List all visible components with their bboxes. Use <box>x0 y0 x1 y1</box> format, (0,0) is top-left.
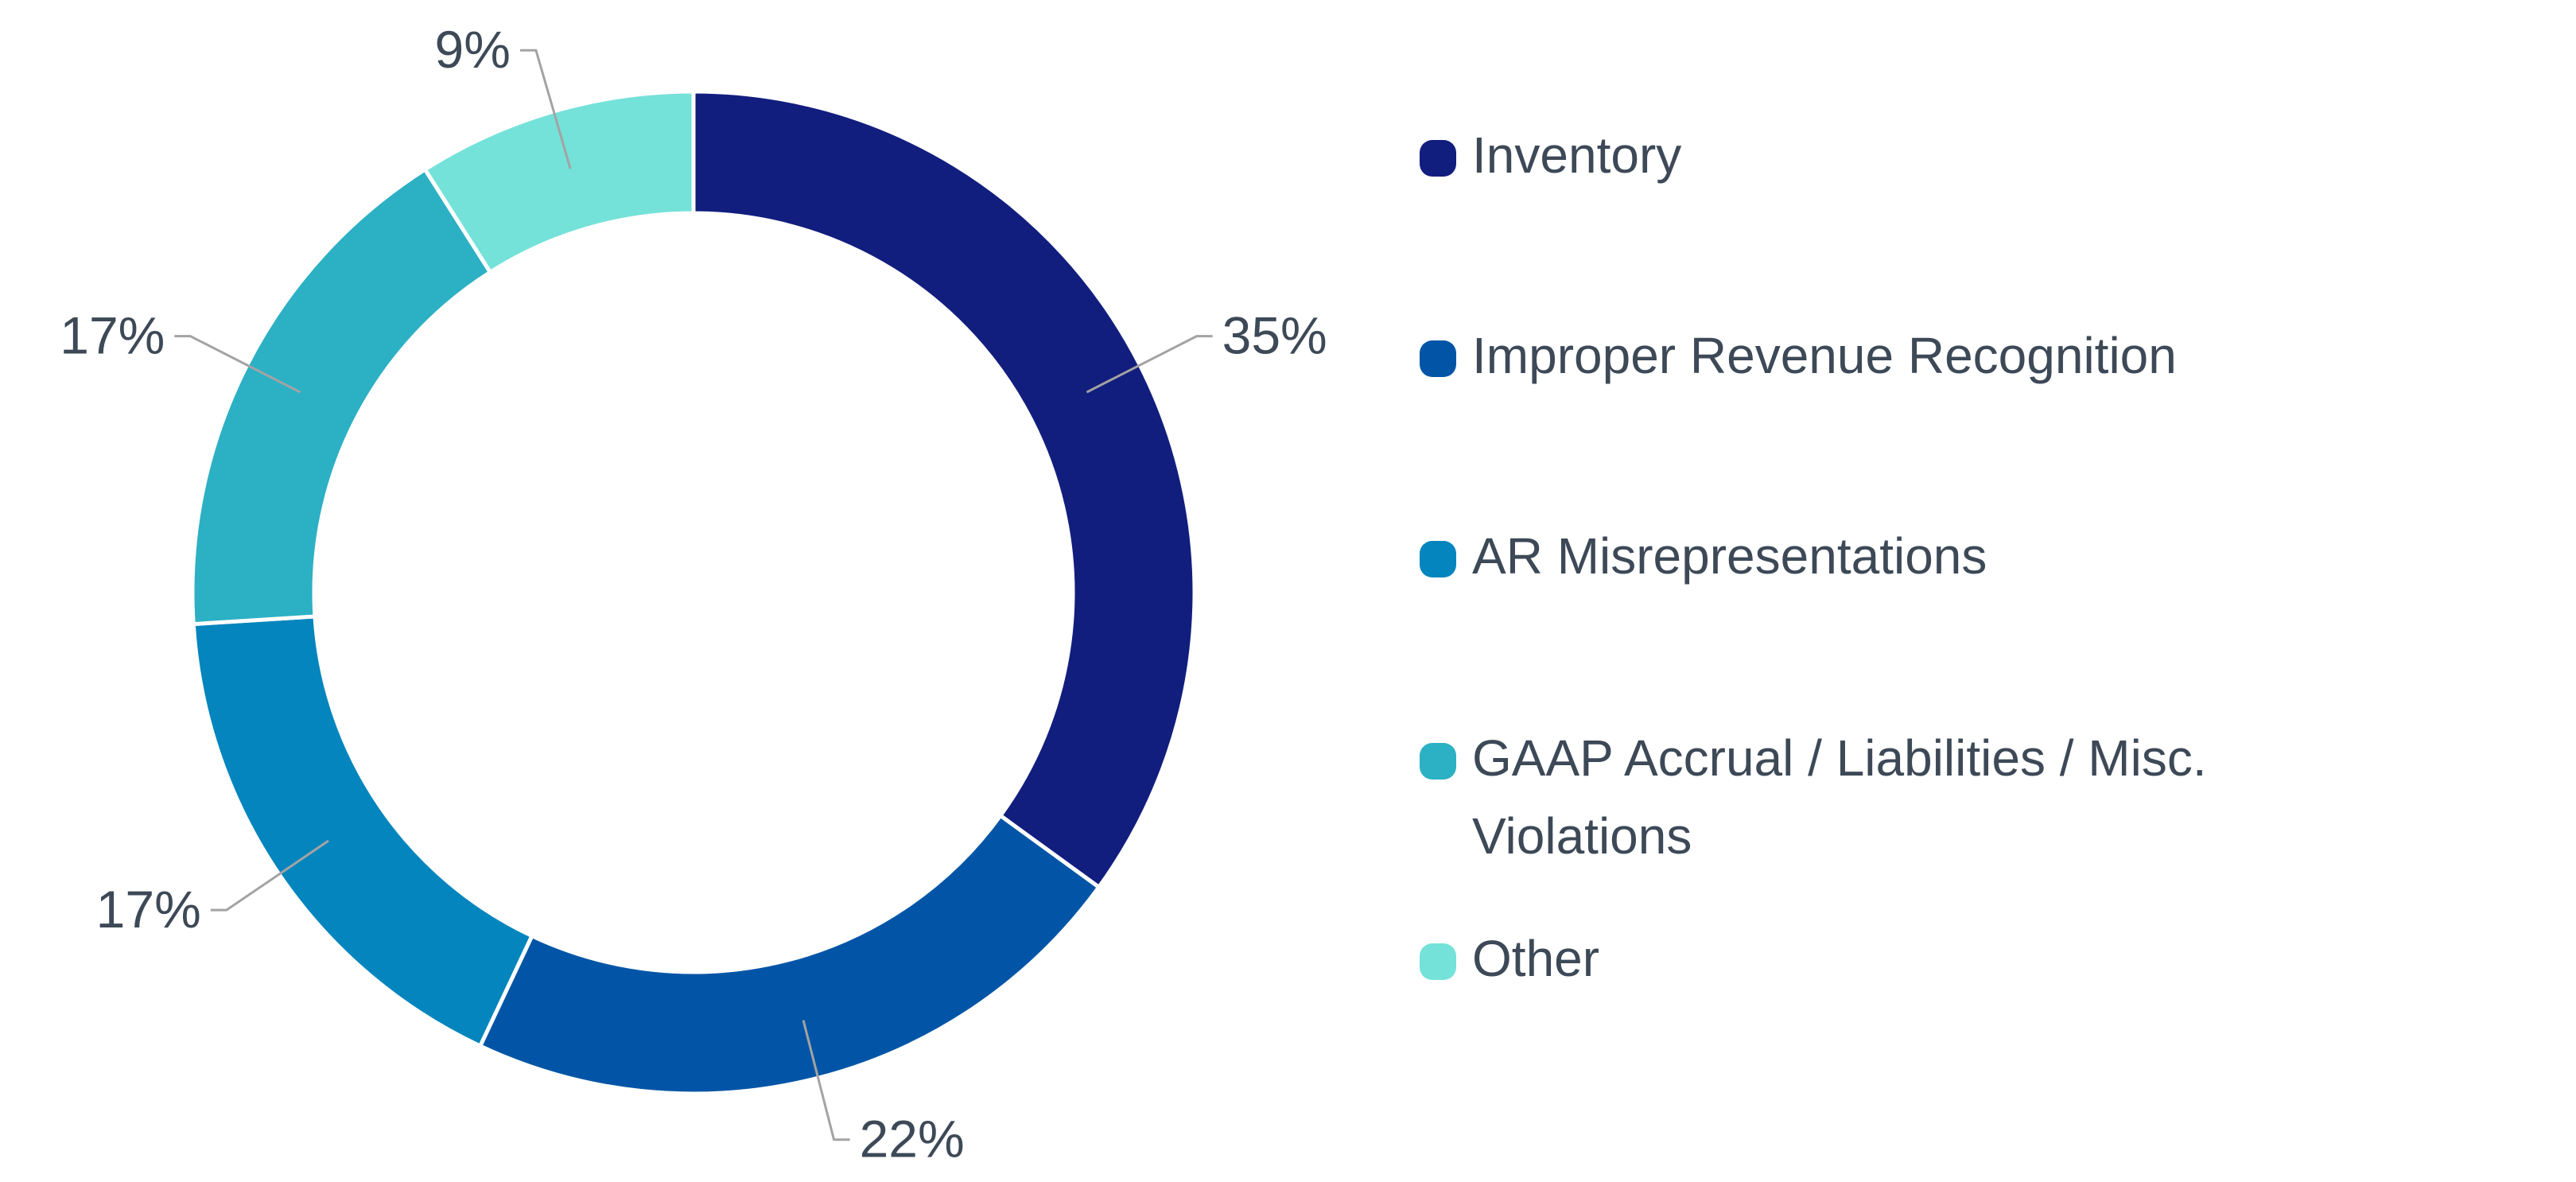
legend-swatch <box>1420 541 1456 577</box>
legend-swatch <box>1420 943 1456 980</box>
slice-ar-misrepresentations[interactable] <box>191 614 535 1049</box>
legend-swatch <box>1420 140 1456 177</box>
legend-item-improper-revenue-recognition[interactable]: Improper Revenue Recognition <box>1420 327 2177 395</box>
leader-line-ar-misrepresentations <box>210 839 329 912</box>
donut-slices <box>190 89 1197 1096</box>
legend-swatch <box>1420 340 1456 377</box>
slice-inventory[interactable] <box>691 89 1197 890</box>
percent-labels: 35% 22% 17% 17% 9% <box>60 20 1327 1168</box>
percent-label-ar-misrepresentations: 17% <box>96 880 201 939</box>
percent-label-gaap-accrual-liabilities-misc-violations: 17% <box>60 306 165 365</box>
legend-label: Inventory <box>1472 126 1682 184</box>
legend-label: Improper Revenue Recognition <box>1472 327 2177 384</box>
slice-gaap-accrual-liabilities-misc-violations[interactable] <box>190 166 493 627</box>
slice-improper-revenue-recognition[interactable] <box>477 812 1102 1096</box>
legend: Inventory Improper Revenue Recognition A… <box>1420 0 2454 1182</box>
legend-item-inventory[interactable]: Inventory <box>1420 126 1681 194</box>
leader-line-gaap-accrual-liabilities-misc-violations <box>174 335 301 394</box>
percent-label-other: 9% <box>435 20 511 79</box>
leader-line-other <box>519 49 572 169</box>
leader-lines <box>174 49 1213 1141</box>
legend-label: GAAP Accrual / Liabilities / Misc. Viola… <box>1472 729 2207 865</box>
slice-other[interactable] <box>422 89 696 275</box>
donut-chart: 35% 22% 17% 17% 9% <box>60 20 1327 1168</box>
legend-item-other[interactable]: Other <box>1420 930 1599 997</box>
leader-line-improper-revenue-recognition <box>802 1020 850 1141</box>
legend-swatch <box>1420 743 1456 780</box>
percent-label-inventory: 35% <box>1222 306 1327 365</box>
legend-label: AR Misrepresentations <box>1472 527 1987 585</box>
percent-label-improper-revenue-recognition: 22% <box>860 1110 965 1168</box>
legend-item-gaap-accrual[interactable]: GAAP Accrual / Liabilities / Misc. Viola… <box>1420 729 2267 875</box>
leader-line-inventory <box>1086 335 1213 394</box>
legend-label: Other <box>1472 930 1600 987</box>
legend-item-ar-misrepresentations[interactable]: AR Misrepresentations <box>1420 527 1987 595</box>
